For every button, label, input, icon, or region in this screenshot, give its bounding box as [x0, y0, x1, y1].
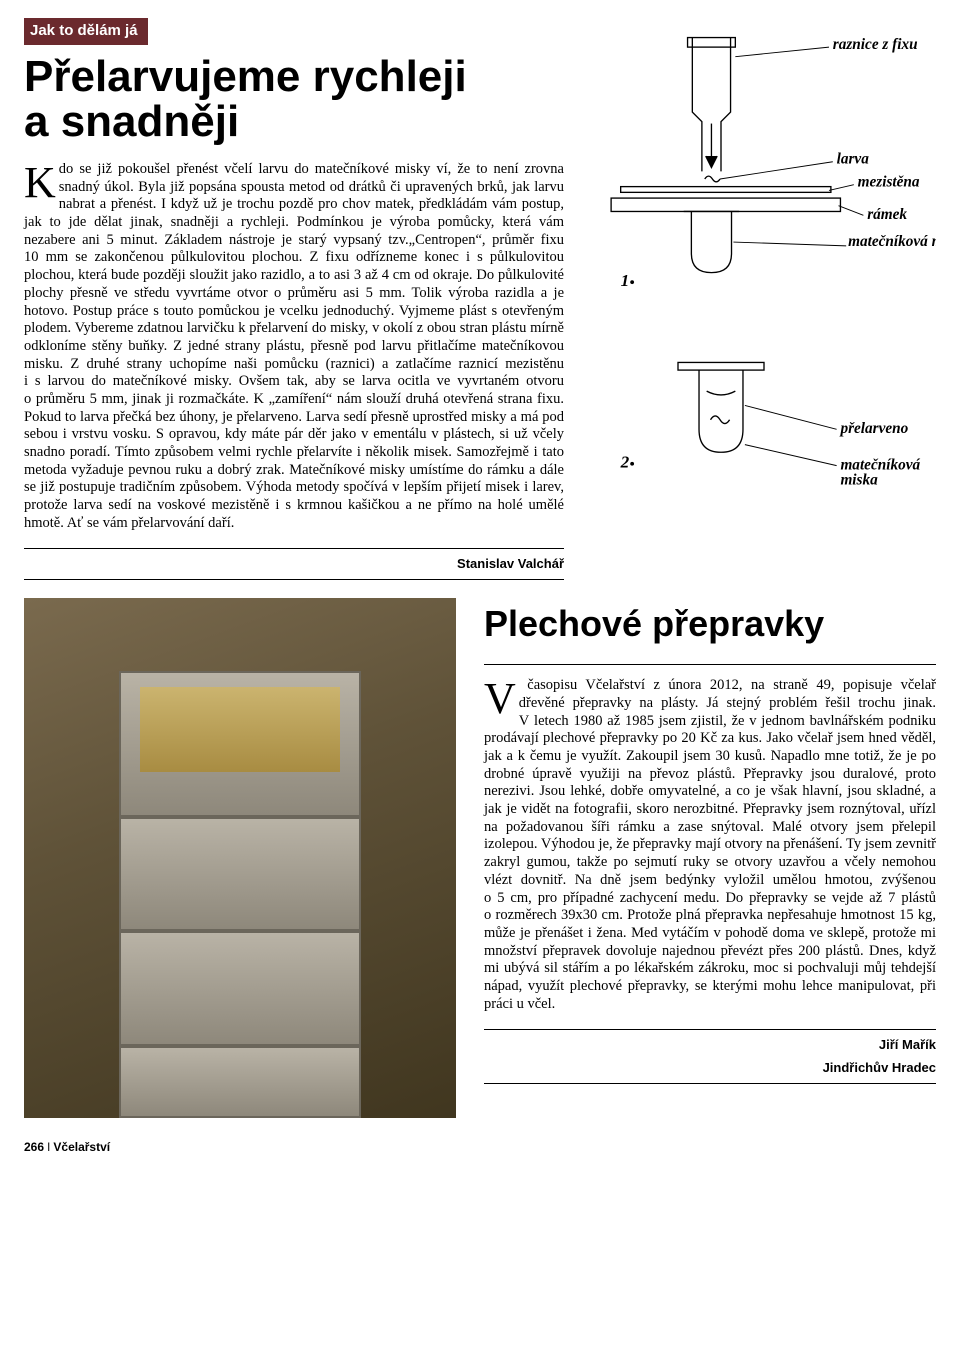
photo-crates [24, 598, 456, 1118]
rule [484, 1083, 936, 1084]
section-tag: Jak to dělám já [24, 18, 148, 45]
label-raznice: raznice z fixu [833, 36, 918, 53]
footer-sep: l [47, 1140, 50, 1154]
article1-body-text: do se již pokoušel přenést včelí larvu d… [24, 161, 564, 531]
label-ramek: rámek [867, 206, 907, 223]
article2-dropcap: V [484, 677, 519, 717]
article1-dropcap: K [24, 161, 59, 201]
article2-body-text: časopisu Včelařství z února 2012, na str… [484, 677, 936, 1011]
label-prelarveno: přelarveno [838, 420, 908, 437]
magazine-name: Včelařství [53, 1140, 110, 1154]
diagram-num-1: 1 [621, 271, 630, 290]
article2-headline: Plechové přepravky [484, 602, 936, 646]
label-mezistena: mezistěna [858, 174, 920, 191]
diagram: raznice z fixu larva mezistěna rámek mat… [592, 18, 936, 592]
label-miska2: matečníkovámiska [840, 456, 920, 488]
article2-author: Jiří Mařík [484, 1030, 936, 1060]
article1-author: Stanislav Valchář [24, 549, 564, 579]
page-footer: 266 l Včelařství [24, 1140, 936, 1155]
diagram-num-2: 2 [620, 453, 630, 472]
rule [24, 579, 564, 580]
label-larva: larva [837, 151, 870, 168]
article2-body: V časopisu Včelařství z února 2012, na s… [484, 677, 936, 1013]
article2-place: Jindřichův Hradec [484, 1060, 936, 1083]
article1-headline: Přelarvujeme rychleji a snadněji [24, 55, 564, 145]
page-number: 266 [24, 1140, 44, 1154]
article1-body: Kdo se již pokoušel přenést včelí larvu … [24, 161, 564, 532]
label-miska1: matečníková miska [848, 233, 936, 250]
rule [484, 664, 936, 665]
